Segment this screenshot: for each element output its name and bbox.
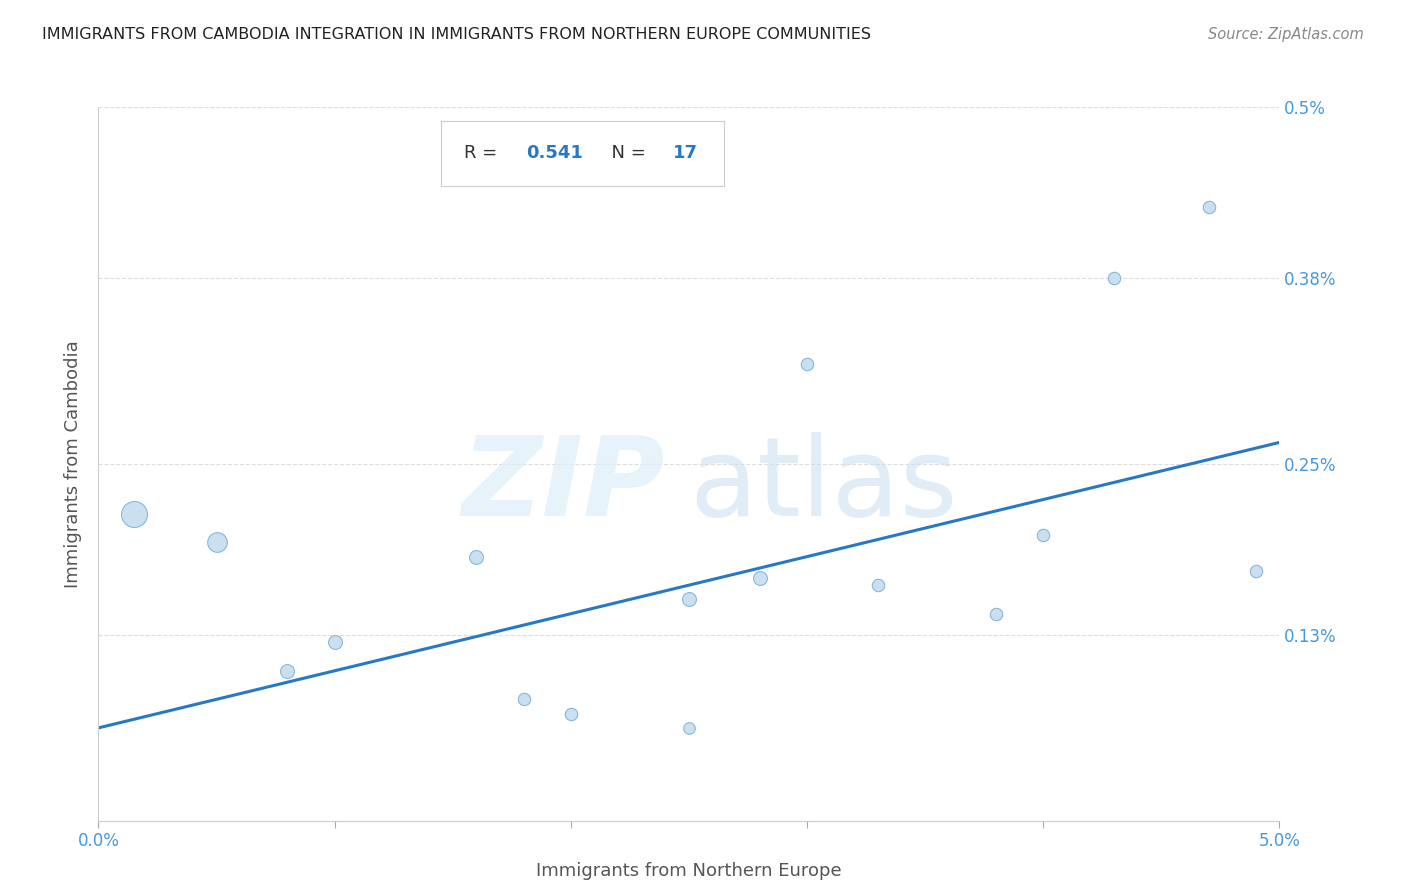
- Point: [512, 692, 534, 706]
- Point: [748, 571, 770, 585]
- Text: ZIP: ZIP: [461, 432, 665, 539]
- Point: [1198, 200, 1220, 214]
- Point: [122, 507, 145, 521]
- Point: [205, 535, 228, 549]
- Y-axis label: Immigrants from Cambodia: Immigrants from Cambodia: [65, 340, 83, 588]
- Point: [678, 721, 700, 735]
- Point: [276, 664, 298, 678]
- Point: [796, 357, 818, 371]
- Point: [1032, 528, 1054, 542]
- X-axis label: Immigrants from Northern Europe: Immigrants from Northern Europe: [536, 862, 842, 880]
- Point: [1244, 564, 1267, 578]
- Point: [323, 635, 346, 649]
- Text: IMMIGRANTS FROM CAMBODIA INTEGRATION IN IMMIGRANTS FROM NORTHERN EUROPE COMMUNIT: IMMIGRANTS FROM CAMBODIA INTEGRATION IN …: [42, 27, 872, 42]
- Text: Source: ZipAtlas.com: Source: ZipAtlas.com: [1208, 27, 1364, 42]
- Point: [465, 549, 488, 564]
- Text: atlas: atlas: [689, 432, 957, 539]
- Point: [560, 706, 582, 721]
- Point: [984, 607, 1007, 621]
- Point: [866, 578, 889, 592]
- Point: [678, 592, 700, 607]
- Point: [1102, 271, 1125, 285]
